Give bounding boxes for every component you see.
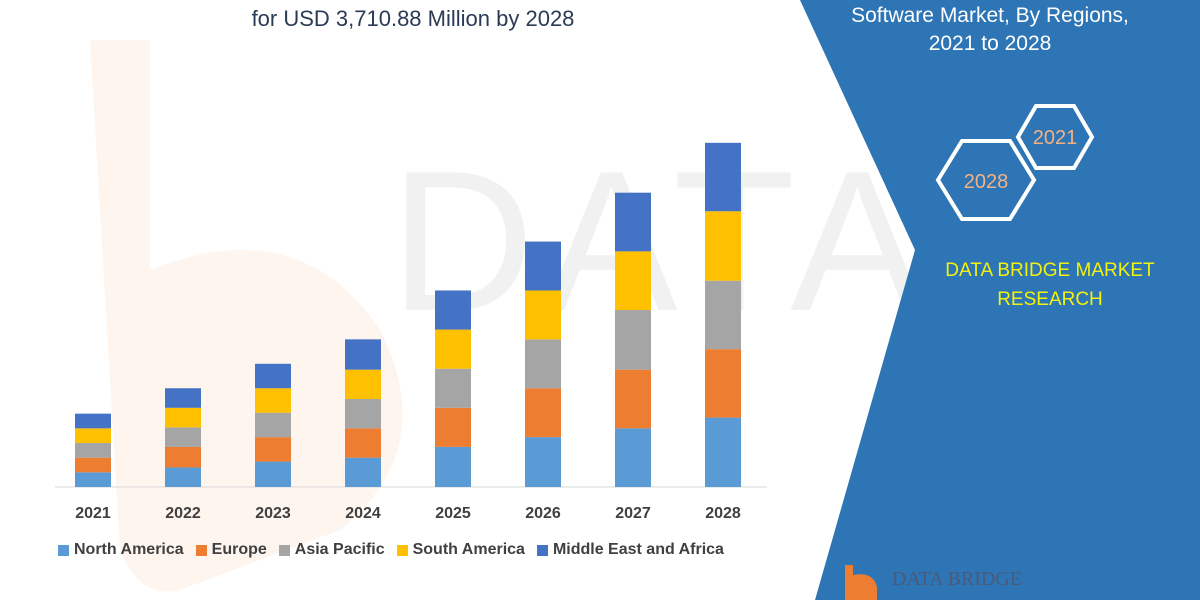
x-tick-label: 2028: [705, 505, 741, 522]
legend-item: South America: [396, 541, 525, 559]
bar-2027-middle-east-and-africa: [615, 192, 651, 252]
legend-item: Europe: [195, 541, 267, 559]
x-tick-label: 2021: [75, 505, 111, 522]
chart-title: for USD 3,710.88 Million by 2028: [251, 6, 575, 31]
bar-2024-north-america: [345, 457, 381, 487]
bar-2022-middle-east-and-africa: [165, 388, 201, 408]
bar-2022-south-america: [165, 407, 201, 428]
bar-2026-middle-east-and-africa: [525, 241, 561, 291]
bar-2025-north-america: [435, 446, 471, 487]
bar-2023-south-america: [255, 388, 291, 413]
bar-2025-south-america: [435, 329, 471, 369]
bar-2024-europe: [345, 428, 381, 458]
bar-2025-europe: [435, 407, 471, 447]
panel-line1: Software Market, By Regions,: [851, 4, 1129, 27]
bar-2026-south-america: [525, 290, 561, 340]
side-panel: [800, 0, 1200, 600]
bar-2027-north-america: [615, 428, 651, 487]
bar-2028-middle-east-and-africa: [705, 142, 741, 212]
bar-2026-europe: [525, 388, 561, 438]
bar-2027-asia-pacific: [615, 310, 651, 370]
brand-line2: RESEARCH: [997, 289, 1103, 310]
x-tick-label: 2024: [345, 505, 381, 522]
bar-2027-south-america: [615, 251, 651, 311]
bar-2026-north-america: [525, 437, 561, 487]
legend-swatch: [396, 544, 408, 556]
legend-label: Europe: [211, 541, 267, 558]
legend-swatch: [58, 544, 69, 556]
x-tick-label: 2022: [165, 505, 201, 522]
bar-2024-south-america: [345, 369, 381, 399]
bar-2024-middle-east-and-africa: [345, 339, 381, 370]
bar-2028-asia-pacific: [705, 280, 741, 350]
bar-2023-asia-pacific: [255, 412, 291, 438]
bar-2023-middle-east-and-africa: [255, 363, 291, 389]
legend-swatch: [278, 544, 290, 556]
legend-label: Middle East and Africa: [552, 541, 724, 558]
x-tick-label: 2027: [615, 505, 651, 522]
legend-label: South America: [412, 541, 525, 558]
bar-2028-south-america: [705, 211, 741, 281]
bar-2026-asia-pacific: [525, 339, 561, 389]
x-tick-label: 2026: [525, 505, 561, 522]
legend: North America Europe Asia Pacific South Ame…: [58, 541, 724, 559]
panel-line2: 2021 to 2028: [928, 32, 1052, 55]
hex-label-2021: 2021: [1033, 127, 1078, 149]
legend-label: North America: [74, 541, 184, 558]
bar-2025-middle-east-and-africa: [435, 290, 471, 330]
bar-2021-asia-pacific: [75, 443, 111, 458]
legend-swatch: [536, 544, 548, 556]
brand-line1: DATA BRIDGE MARKET: [945, 260, 1155, 281]
hexagon-2028: [935, 139, 1037, 221]
logo-icon: [845, 565, 877, 600]
bar-2023-north-america: [255, 461, 291, 487]
bar-2023-europe: [255, 437, 291, 462]
legend-item: Middle East and Africa: [536, 541, 724, 559]
bar-2021-middle-east-and-africa: [75, 413, 111, 429]
bar-2022-asia-pacific: [165, 427, 201, 447]
bar-2021-south-america: [75, 428, 111, 443]
bar-2028-europe: [705, 349, 741, 418]
x-tick-label: 2023: [255, 505, 291, 522]
hexagon-2021: [1015, 104, 1095, 170]
x-tick-label: 2025: [435, 505, 471, 522]
bar-2028-north-america: [705, 417, 741, 487]
legend-label: Asia Pacific: [294, 541, 385, 558]
bar-2022-north-america: [165, 467, 201, 487]
legend-swatch: [195, 544, 207, 556]
brand-text: DATA BRIDGE MARKET RESEARCH: [900, 256, 1200, 314]
bar-2022-europe: [165, 446, 201, 468]
bar-2021-europe: [75, 457, 111, 473]
bar-2025-asia-pacific: [435, 368, 471, 408]
logo-text: DATA BRIDGE: [892, 568, 1023, 590]
legend-item: North America: [58, 541, 184, 559]
bar-2024-asia-pacific: [345, 399, 381, 429]
bar-2027-europe: [615, 369, 651, 429]
bar-2021-north-america: [75, 472, 111, 487]
legend-item: Asia Pacific: [278, 541, 385, 559]
hex-label-2028: 2028: [964, 171, 1009, 193]
